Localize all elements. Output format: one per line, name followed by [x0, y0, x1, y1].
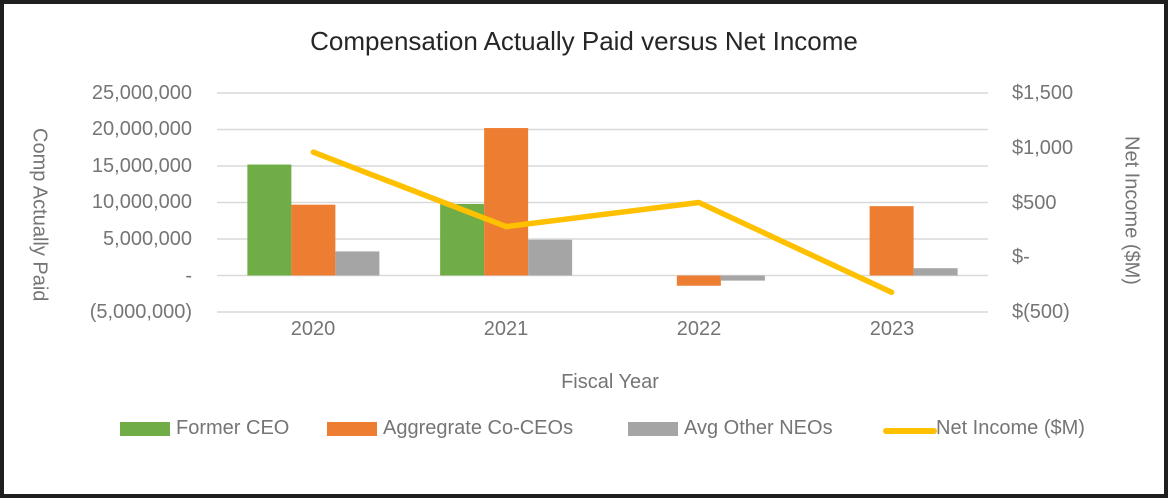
bar-avg-other-neos — [913, 268, 958, 276]
bar-aggregrate-co-ceos — [484, 128, 529, 276]
left-axis-tick: - — [185, 265, 192, 287]
bar-former-ceo — [247, 164, 292, 276]
legend-swatch-former-ceo — [120, 422, 170, 436]
bar-avg-other-neos — [335, 251, 380, 276]
bar-avg-other-neos — [720, 275, 765, 281]
left-axis-tick: 15,000,000 — [91, 155, 192, 177]
legend-label-aggregrate-co-ceos: Aggregrate Co-CEOs — [383, 417, 574, 439]
x-axis-tick-2021: 2021 — [483, 318, 529, 340]
x-axis-tick-2022: 2022 — [676, 318, 722, 340]
bar-aggregrate-co-ceos — [869, 206, 914, 276]
legend-swatch-avg-other-neos — [628, 422, 678, 436]
x-axis-tick-2020: 2020 — [290, 318, 336, 340]
right-axis-tick: $1,500 — [1012, 82, 1074, 104]
legend-label-avg-other-neos: Avg Other NEOs — [684, 417, 833, 439]
bar-aggregrate-co-ceos — [676, 275, 721, 286]
net-income-line — [310, 149, 895, 296]
left-axis-tick: 25,000,000 — [91, 82, 192, 104]
legend-label-former-ceo: Former CEO — [176, 417, 290, 439]
left-axis-title: Comp Actually Paid — [28, 128, 51, 302]
chart-title: Compensation Actually Paid versus Net In… — [310, 26, 858, 56]
x-axis-title: Fiscal Year — [561, 371, 659, 393]
legend-swatch-aggregrate-co-ceos — [327, 422, 377, 436]
legend-swatch-net-income-line — [883, 428, 937, 434]
left-axis-tick: (5,000,000) — [89, 301, 192, 323]
left-axis-tick: 5,000,000 — [103, 228, 192, 250]
right-axis-tick: $1,000 — [1012, 137, 1074, 159]
bar-aggregrate-co-ceos — [291, 204, 336, 276]
right-axis-tick: $(500) — [1012, 301, 1070, 323]
right-axis-tick: $500 — [1012, 192, 1057, 214]
left-axis-tick: 20,000,000 — [91, 118, 192, 140]
right-axis-title: Net Income ($M) — [1120, 135, 1143, 285]
left-axis-tick: 10,000,000 — [91, 191, 192, 213]
x-axis-tick-2023: 2023 — [869, 318, 915, 340]
right-axis-tick: $- — [1012, 246, 1030, 268]
bar-avg-other-neos — [528, 239, 573, 276]
legend-label-net-income: Net Income ($M) — [936, 417, 1085, 439]
